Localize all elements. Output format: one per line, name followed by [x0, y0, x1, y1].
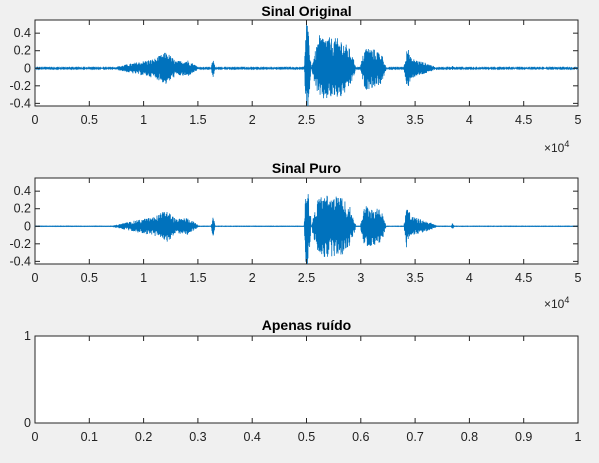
x-tick-label: 4 [466, 113, 473, 127]
x-tick-label: 0.4 [244, 430, 261, 444]
x-multiplier-base: ×10 [544, 141, 565, 155]
x-tick-label: 3 [357, 113, 364, 127]
x-tick-label: 0.1 [81, 430, 98, 444]
x-tick-label: 0 [32, 113, 39, 127]
x-tick-label: 4.5 [515, 271, 532, 285]
panel-sinal-original: Sinal Original 0 0.5 1 1.5 2 2.5 3 3.5 4 4.5 5 -0.… [9, 3, 581, 155]
y-tick-label: 0 [24, 61, 31, 75]
x-tick-label: 0.5 [298, 430, 315, 444]
x-tick-label: 3.5 [406, 271, 423, 285]
y-tick-label: -0.2 [9, 237, 31, 251]
x-tick-label: 0.2 [135, 430, 152, 444]
y-tick-label: 0 [24, 416, 31, 430]
x-tick-label: 0.9 [515, 430, 532, 444]
y-tick-label: 0.2 [14, 44, 31, 58]
y-tick-label: 1 [24, 329, 31, 343]
x-tick-label: 5 [575, 271, 582, 285]
y-ticks: -0.4 -0.2 0 0.2 0.4 [9, 184, 578, 268]
y-tick-label: -0.2 [9, 79, 31, 93]
x-tick-label: 4.5 [515, 113, 532, 127]
x-multiplier-base: ×10 [544, 297, 565, 311]
x-tick-label: 0 [32, 271, 39, 285]
x-multiplier: ×104 [544, 295, 569, 311]
x-tick-label: 0 [32, 430, 39, 444]
x-tick-label: 5 [575, 113, 582, 127]
panel-title: Apenas ruído [262, 317, 351, 333]
y-tick-label: 0.2 [14, 202, 31, 216]
x-tick-label: 0.3 [189, 430, 206, 444]
y-ticks: -0.4 -0.2 0 0.2 0.4 [9, 26, 578, 110]
x-tick-label: 0.5 [81, 113, 98, 127]
x-multiplier-exp: 4 [564, 295, 569, 305]
x-tick-label: 0.8 [461, 430, 478, 444]
y-tick-label: 0.4 [14, 184, 31, 198]
signal-line [34, 194, 579, 265]
x-ticks: 0 0.5 1 1.5 2 2.5 3 3.5 4 4.5 5 [32, 178, 582, 285]
x-tick-label: 1.5 [189, 113, 206, 127]
x-tick-label: 3.5 [406, 113, 423, 127]
x-ticks: 0 0.1 0.2 0.3 0.4 0.5 0.6 0.7 0.8 0.9 1 [32, 336, 582, 444]
x-tick-label: 2 [249, 113, 256, 127]
y-tick-label: 0 [24, 219, 31, 233]
y-tick-label: -0.4 [9, 96, 31, 110]
x-tick-label: 0.6 [352, 430, 369, 444]
x-multiplier: ×104 [544, 139, 569, 155]
panel-sinal-puro: Sinal Puro 0 0.5 1 1.5 2 2.5 3 3.5 4 4.5 5 -0.4-0.… [9, 160, 581, 311]
x-tick-label: 2.5 [298, 113, 315, 127]
panel-title: Sinal Puro [272, 160, 341, 176]
y-ticks: 01 [24, 329, 578, 430]
x-tick-label: 0.5 [81, 271, 98, 285]
axes-box-3 [34, 335, 579, 424]
x-tick-label: 1 [575, 430, 582, 444]
panel-apenas-ruido: Apenas ruído 0 0.1 0.2 0.3 0.4 0.5 0.6 0.7 0.8 0.… [24, 317, 581, 444]
x-tick-label: 1 [140, 271, 147, 285]
waveform-series [34, 194, 579, 265]
x-tick-label: 0.7 [406, 430, 423, 444]
x-tick-label: 3 [357, 271, 364, 285]
x-tick-label: 2.5 [298, 271, 315, 285]
x-tick-label: 1 [140, 113, 147, 127]
x-tick-label: 1.5 [189, 271, 206, 285]
panel-title: Sinal Original [261, 3, 351, 19]
x-ticks: 0 0.5 1 1.5 2 2.5 3 3.5 4 4.5 5 [32, 20, 582, 127]
y-tick-label: -0.4 [9, 254, 31, 268]
x-tick-label: 2 [249, 271, 256, 285]
x-tick-label: 4 [466, 271, 473, 285]
y-tick-label: 0.4 [14, 26, 31, 40]
x-multiplier-exp: 4 [564, 139, 569, 149]
